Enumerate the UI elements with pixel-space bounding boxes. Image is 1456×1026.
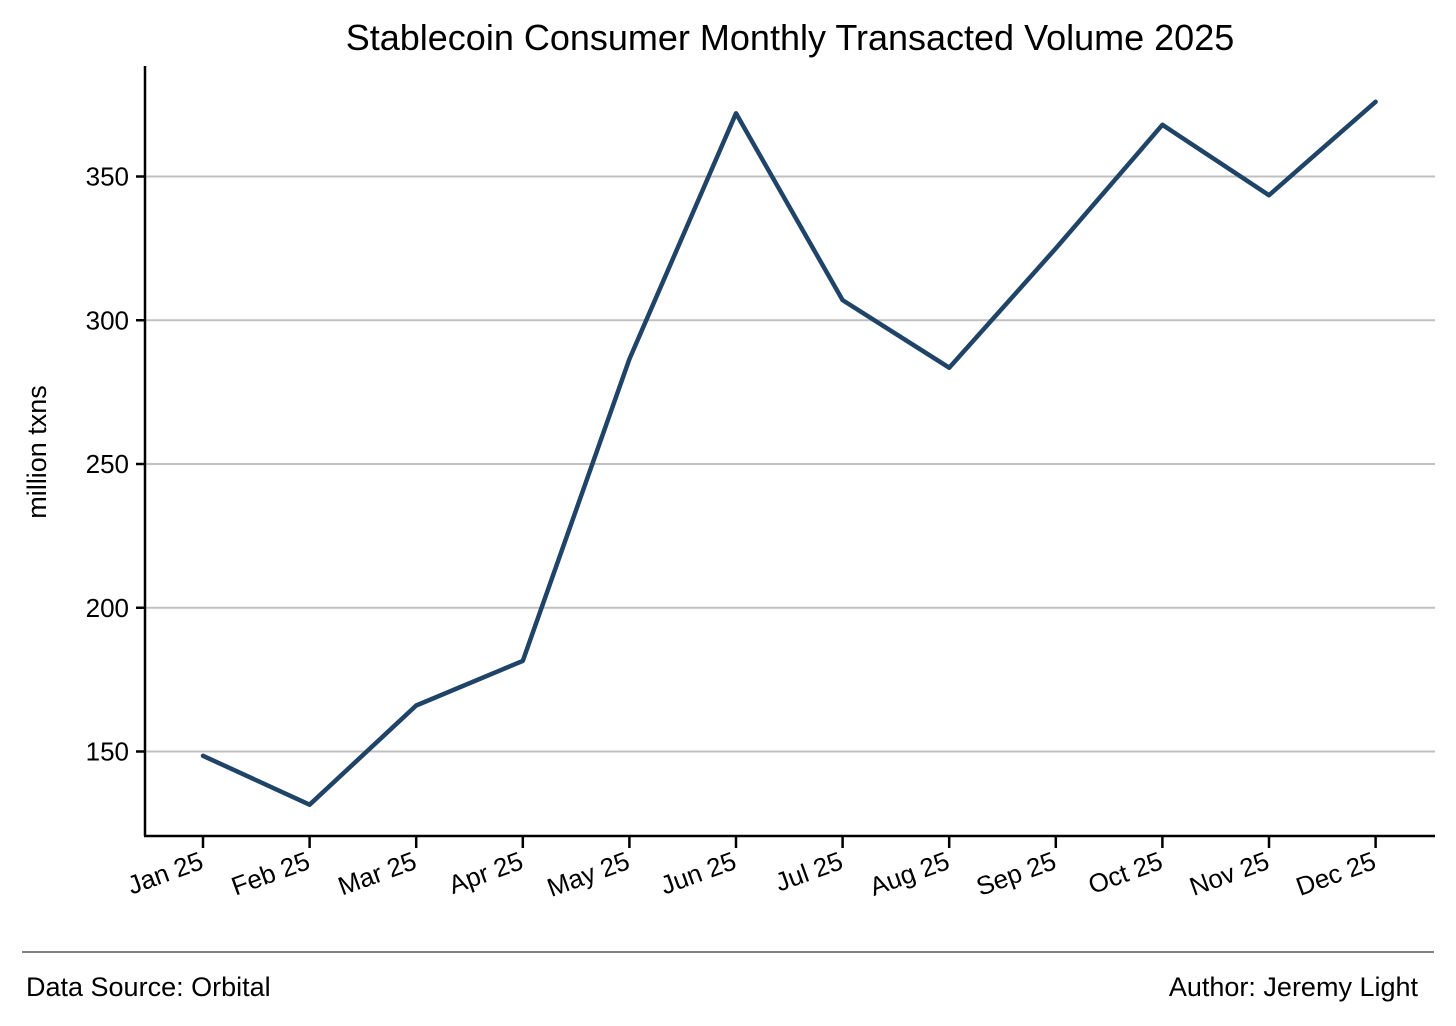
- axis-labels: 150 200 250 300 350 Jan 25 Feb 25 Mar 25 Apr 25 M…: [22, 17, 1380, 903]
- x-tick-label: Jul 25: [771, 845, 846, 897]
- x-tick-label: Jan 25: [123, 845, 207, 900]
- x-tick-label: Sep 25: [972, 845, 1060, 901]
- x-tick-label: Apr 25: [445, 845, 527, 899]
- x-tick-label: Jun 25: [656, 845, 740, 900]
- gridlines: [145, 175, 1435, 753]
- x-tick-label: Feb 25: [227, 845, 313, 901]
- x-tick-label: Dec 25: [1292, 845, 1380, 901]
- series-line: [200, 99, 1378, 807]
- x-tick-label: Nov 25: [1185, 845, 1273, 901]
- y-tick-label: 150: [86, 737, 129, 767]
- axes: [143, 66, 1435, 838]
- y-tick-label: 350: [86, 162, 129, 192]
- x-tick-label: Mar 25: [334, 845, 420, 901]
- axis-ticks: [136, 175, 1377, 848]
- data-series: [200, 99, 1378, 807]
- author-note: Author: Jeremy Light: [1168, 972, 1418, 1002]
- chart-title: Stablecoin Consumer Monthly Transacted V…: [346, 17, 1235, 58]
- y-axis-label: million txns: [22, 385, 52, 519]
- x-tick-label: May 25: [543, 845, 633, 902]
- y-tick-label: 250: [86, 449, 129, 479]
- y-tick-label: 200: [86, 593, 129, 623]
- x-tick-label: Aug 25: [866, 845, 954, 901]
- x-tick-label: Oct 25: [1084, 845, 1166, 899]
- y-tick-label: 300: [86, 305, 129, 335]
- data-source-note: Data Source: Orbital: [26, 972, 271, 1002]
